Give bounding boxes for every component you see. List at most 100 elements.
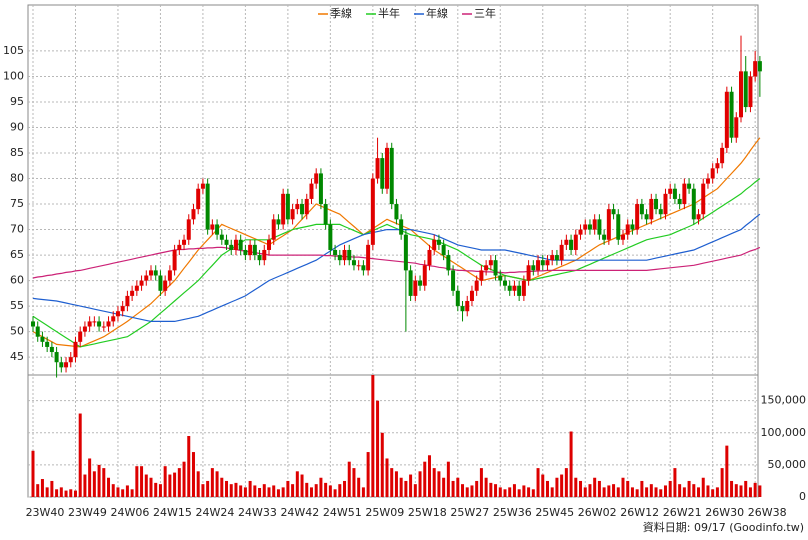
candle-body xyxy=(290,209,295,220)
candle-body xyxy=(356,265,361,267)
candle-body xyxy=(493,260,498,276)
candle-body xyxy=(153,270,158,276)
candle-body xyxy=(602,234,607,240)
volume-bar xyxy=(394,471,398,497)
candle-body xyxy=(526,265,531,281)
volume-bar xyxy=(545,480,549,497)
candle-body xyxy=(31,321,35,327)
volume-bar xyxy=(324,482,328,497)
volume-bar xyxy=(154,482,158,497)
candle-body xyxy=(720,147,725,164)
candle-body xyxy=(182,239,187,245)
candle-body xyxy=(130,290,135,296)
candle-body xyxy=(573,234,578,250)
candle-body xyxy=(649,198,654,220)
volume-bar xyxy=(380,432,384,497)
volume-bar xyxy=(560,474,564,497)
x-tick-label: 26W30 xyxy=(705,506,744,519)
volume-bar xyxy=(102,468,106,497)
y-tick-label: 55 xyxy=(10,299,24,312)
volume-bar xyxy=(659,489,663,497)
candle-body xyxy=(403,234,408,271)
x-tick-label: 24W15 xyxy=(153,506,192,519)
volume-bar xyxy=(437,471,441,497)
candle-body xyxy=(238,239,243,250)
volume-bar xyxy=(607,485,611,497)
candle-body xyxy=(97,321,102,327)
volume-bar xyxy=(253,485,257,497)
x-tick-label: 26W02 xyxy=(578,506,617,519)
volume-bar xyxy=(130,489,134,497)
candle-body xyxy=(111,316,116,322)
volume-bar xyxy=(470,485,474,497)
volume-tick-label: 100,000 xyxy=(761,426,807,439)
volume-bar xyxy=(347,461,351,497)
volume-bar xyxy=(31,450,35,497)
candle-body xyxy=(446,255,451,271)
volume-bar xyxy=(649,484,653,497)
candle-body xyxy=(668,188,673,194)
volume-bar xyxy=(541,474,545,497)
volume-bar xyxy=(366,452,370,497)
candle-body xyxy=(318,173,323,205)
volume-bar xyxy=(418,471,422,497)
volume-bar xyxy=(753,482,757,497)
x-tick-label: 25W27 xyxy=(450,506,489,519)
volume-bar xyxy=(78,413,82,497)
x-tick-label: 26W12 xyxy=(620,506,659,519)
volume-bar xyxy=(163,466,167,497)
candle-body xyxy=(635,204,640,230)
candle-body xyxy=(64,362,69,368)
candle-body xyxy=(172,249,177,271)
volume-bar xyxy=(734,484,738,497)
volume-bar xyxy=(536,468,540,497)
candle-body xyxy=(68,357,73,363)
footer: 資料日期: 09/17 (Goodinfo.tw) xyxy=(643,520,804,534)
volume-bar xyxy=(343,480,347,497)
y-tick-label: 100 xyxy=(3,69,24,82)
volume-bar xyxy=(687,480,691,497)
candle-body xyxy=(441,244,446,256)
volume-bar xyxy=(385,458,389,497)
y-tick-label: 80 xyxy=(10,172,24,185)
x-tick-label: 25W45 xyxy=(535,506,574,519)
candle-body xyxy=(78,331,83,342)
volume-bar xyxy=(583,487,587,497)
candle-body xyxy=(210,224,215,230)
volume-bar xyxy=(569,431,573,497)
volume-bar xyxy=(531,489,535,497)
candle-body xyxy=(300,204,305,215)
volume-bar xyxy=(574,477,578,497)
volume-bar xyxy=(177,468,181,497)
volume-bar xyxy=(319,477,323,497)
volume-bar xyxy=(92,471,96,497)
candle-body xyxy=(729,91,734,138)
legend-label: 季線 xyxy=(330,6,352,20)
volume-bar xyxy=(206,480,210,497)
volume-bar xyxy=(182,461,186,497)
x-tick-label: 25W18 xyxy=(408,506,447,519)
volume-bar xyxy=(503,489,507,497)
candle-body xyxy=(701,183,706,215)
candle-body xyxy=(616,214,621,240)
volume-tick-label: 150,000 xyxy=(761,394,807,407)
candle-body xyxy=(644,214,649,220)
candle-body xyxy=(120,306,125,312)
candle-body xyxy=(252,244,257,256)
y-tick-label: 60 xyxy=(10,274,24,287)
candle-body xyxy=(691,188,696,220)
candle-body xyxy=(753,61,758,77)
volume-bar xyxy=(744,480,748,497)
x-tick-label: 26W38 xyxy=(748,506,787,519)
candle-body xyxy=(531,265,536,271)
candle-body xyxy=(271,219,276,240)
candle-body xyxy=(687,183,692,189)
volume-bar xyxy=(630,487,634,497)
volume-bar xyxy=(149,477,153,497)
candle-body xyxy=(333,249,338,256)
volume-bar xyxy=(668,480,672,497)
candle-body xyxy=(696,214,701,220)
volume-bar xyxy=(730,480,734,497)
candle-body xyxy=(554,255,559,261)
